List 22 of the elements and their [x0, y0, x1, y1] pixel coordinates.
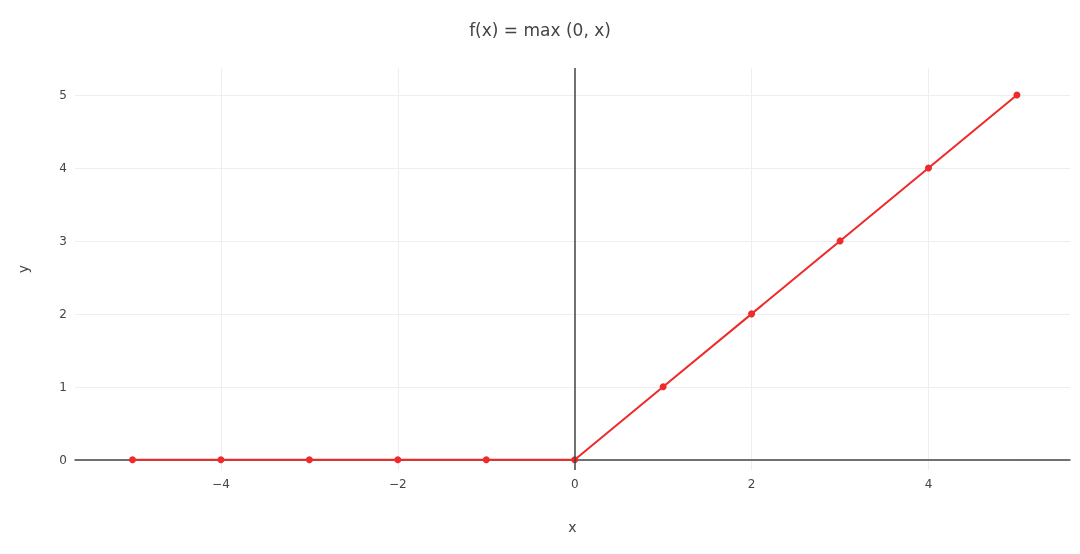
point [394, 456, 402, 464]
chart-title: f(x) = max (0, x) [469, 19, 611, 40]
point [659, 383, 667, 391]
x-tick-label: 0 [570, 477, 579, 491]
point [217, 456, 225, 464]
y-tick-label: 3 [59, 233, 67, 248]
y-tick-label: 2 [59, 306, 67, 321]
y-tick-label: 4 [59, 160, 67, 175]
point [748, 310, 756, 318]
y-tick-label: 5 [59, 87, 67, 102]
x-tick-label: 2 [747, 477, 756, 491]
y-tick-label: 1 [59, 379, 67, 394]
x-tick-label: −4 [212, 477, 230, 491]
point [925, 164, 932, 172]
point [129, 456, 136, 464]
y-tick-label: 0 [59, 452, 67, 467]
y-axis-title: y [15, 264, 31, 274]
point [482, 456, 490, 464]
point [305, 456, 313, 464]
x-tick-label: −2 [388, 477, 407, 491]
x-axis-title: x [568, 519, 577, 535]
x-tick-label: 4 [924, 477, 933, 491]
